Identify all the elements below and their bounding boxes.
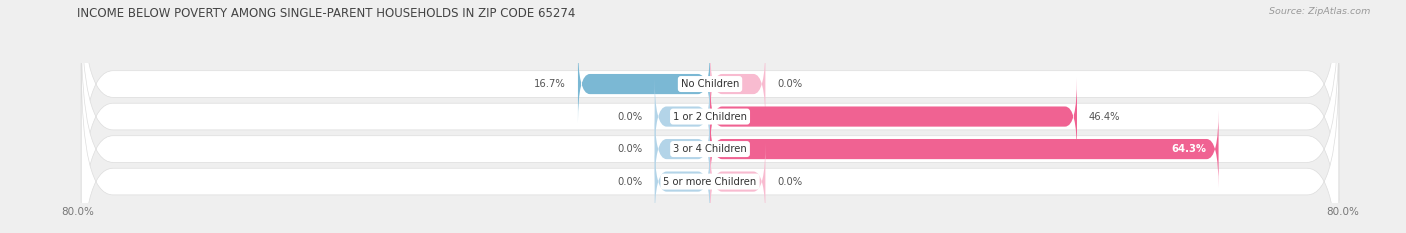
FancyBboxPatch shape [82, 0, 1339, 233]
FancyBboxPatch shape [710, 78, 1077, 155]
Text: No Children: No Children [681, 79, 740, 89]
Text: 46.4%: 46.4% [1088, 112, 1121, 122]
Text: 1 or 2 Children: 1 or 2 Children [673, 112, 747, 122]
FancyBboxPatch shape [82, 0, 1339, 201]
Text: 3 or 4 Children: 3 or 4 Children [673, 144, 747, 154]
Text: 16.7%: 16.7% [534, 79, 567, 89]
Text: Source: ZipAtlas.com: Source: ZipAtlas.com [1270, 7, 1371, 16]
Text: INCOME BELOW POVERTY AMONG SINGLE-PARENT HOUSEHOLDS IN ZIP CODE 65274: INCOME BELOW POVERTY AMONG SINGLE-PARENT… [77, 7, 575, 20]
Text: 0.0%: 0.0% [778, 177, 803, 187]
Text: 5 or more Children: 5 or more Children [664, 177, 756, 187]
FancyBboxPatch shape [655, 143, 710, 220]
Text: 0.0%: 0.0% [617, 177, 643, 187]
Text: 0.0%: 0.0% [617, 112, 643, 122]
FancyBboxPatch shape [655, 110, 710, 188]
Text: 64.3%: 64.3% [1171, 144, 1206, 154]
Text: 0.0%: 0.0% [617, 144, 643, 154]
Text: 0.0%: 0.0% [778, 79, 803, 89]
FancyBboxPatch shape [578, 45, 710, 123]
FancyBboxPatch shape [710, 110, 1219, 188]
FancyBboxPatch shape [655, 78, 710, 155]
FancyBboxPatch shape [82, 32, 1339, 233]
FancyBboxPatch shape [82, 65, 1339, 233]
FancyBboxPatch shape [710, 45, 765, 123]
FancyBboxPatch shape [710, 143, 765, 220]
